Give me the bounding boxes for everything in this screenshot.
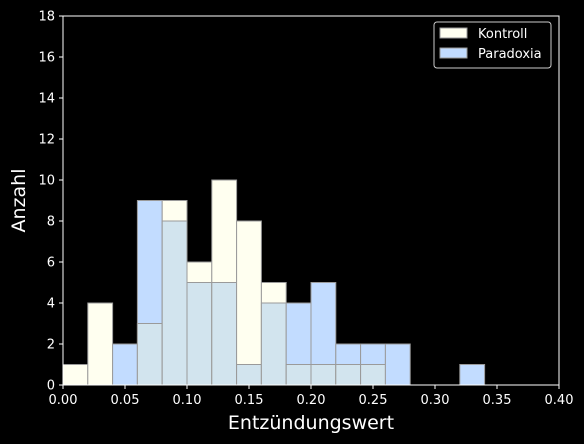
x-axis-label: Entzündungswert — [228, 412, 394, 434]
legend: Kontroll Paradoxia — [433, 21, 552, 69]
histogram-bar-overlap — [285, 364, 312, 386]
legend-label-paradoxia: Paradoxia — [478, 47, 542, 62]
histogram-bar — [236, 220, 262, 386]
x-tick-label: 0.15 — [235, 393, 264, 408]
y-axis-label: Anzahl — [8, 169, 30, 233]
legend-label-kontroll: Kontroll — [478, 27, 527, 42]
y-tick-label: 16 — [38, 51, 55, 66]
y-tick-label: 4 — [47, 297, 55, 312]
histogram-bar-overlap — [360, 364, 386, 386]
legend-swatch-kontroll — [439, 27, 468, 39]
y-tick-label: 14 — [38, 92, 55, 107]
x-tick-label: 0.05 — [111, 393, 140, 408]
histogram-bar — [87, 302, 114, 386]
histogram-bar — [62, 364, 89, 386]
x-tick-label: 0.30 — [421, 393, 450, 408]
axes-layer: 0.00 0.05 0.10 0.15 0.20 0.25 0.30 0.35 0.40 0 2 4 6… — [38, 10, 573, 409]
x-tick-label: 0.10 — [173, 393, 202, 408]
x-tick-label: 0.20 — [297, 393, 326, 408]
y-tick-label: 18 — [38, 10, 55, 25]
histogram-bar-overlap — [236, 364, 262, 386]
y-tick-label: 8 — [47, 215, 55, 230]
bars-layer — [62, 179, 486, 386]
histogram-bar-overlap — [186, 282, 213, 386]
y-tick-label: 0 — [47, 379, 55, 394]
histogram-bar-overlap — [335, 364, 362, 386]
y-tick-label: 2 — [47, 338, 55, 353]
y-tick-label: 10 — [38, 174, 55, 189]
y-tick-label: 6 — [47, 256, 55, 271]
histogram-bar-overlap — [161, 220, 188, 386]
x-tick-label: 0.35 — [483, 393, 512, 408]
legend-swatch-paradoxia — [439, 47, 468, 59]
x-tick-label: 0.00 — [49, 393, 78, 408]
histogram-bar-overlap — [260, 302, 287, 386]
histogram-bar — [112, 343, 138, 386]
x-tick-label: 0.40 — [545, 393, 574, 408]
x-tick-label: 0.25 — [359, 393, 388, 408]
histogram-bar-overlap — [310, 364, 337, 386]
y-tick-label: 12 — [38, 133, 55, 148]
histogram-bar-overlap — [211, 282, 238, 386]
histogram-bar — [459, 364, 486, 386]
histogram-bar-overlap — [136, 323, 163, 386]
histogram-bar — [384, 343, 411, 386]
